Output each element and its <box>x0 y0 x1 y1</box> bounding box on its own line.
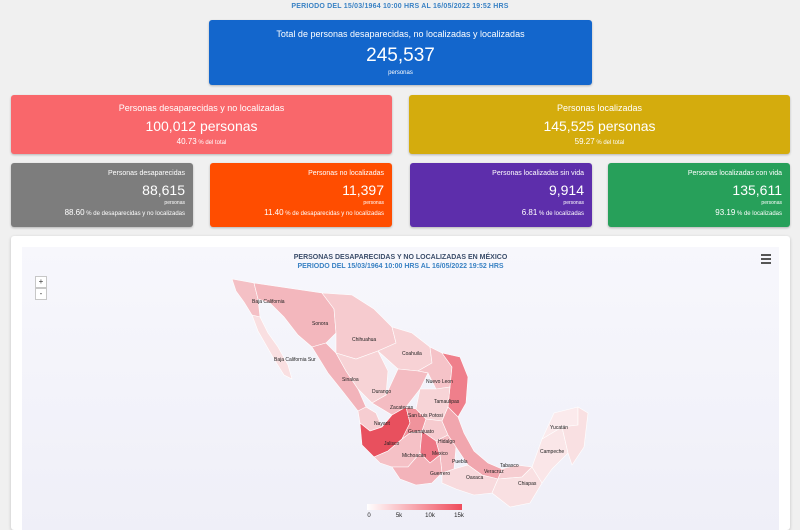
label-veracruz: Veracruz <box>484 469 504 475</box>
label-guanajuato: Guanajuato <box>408 429 434 435</box>
label-yucatan: Yucatán <box>550 425 568 431</box>
card-desaparecidas: Personas desaparecidas 88,615 personas 8… <box>11 163 193 227</box>
localizadas-title: Personas localizadas <box>556 103 643 113</box>
card-pct: 6.81 % de localizadas <box>521 208 584 217</box>
card-value: 9,914 <box>548 182 584 198</box>
card-unit: personas <box>563 200 584 206</box>
desaparecidas-value: 100,012 personas <box>145 118 258 134</box>
label-chiapas: Chiapas <box>518 481 537 487</box>
label-durango: Durango <box>372 389 391 395</box>
legend-label: 5k <box>395 513 403 519</box>
label-guerrero: Guerrero <box>430 471 450 477</box>
label-nuevo-leon: Nuevo Leon <box>426 379 453 385</box>
label-bcs: Baja California Sur <box>274 357 316 363</box>
label-chihuahua: Chihuahua <box>352 337 376 343</box>
state-guerrero <box>391 452 443 486</box>
label-zacatecas: Zacatecas <box>390 405 414 411</box>
total-unit: personas <box>388 70 413 76</box>
localizadas-value: 145,525 personas <box>543 118 656 134</box>
state-sinaloa <box>311 342 367 412</box>
label-puebla: Puebla <box>452 459 468 465</box>
desaparecidas-pct: 40.73 % del total <box>176 137 227 146</box>
label-baja-california: Baja California <box>252 299 285 305</box>
card-value: 11,397 <box>342 182 384 198</box>
legend-label: 10k <box>425 513 435 519</box>
label-hidalgo: Hidalgo <box>438 439 455 445</box>
period-header: PERIODO DEL 15/03/1964 10:00 HRS AL 16/0… <box>291 3 509 10</box>
map-title: PERSONAS DESAPARECIDAS Y NO LOCALIZADAS … <box>293 254 508 261</box>
label-oaxaca: Oaxaca <box>466 475 483 481</box>
hamburger-menu-icon[interactable] <box>761 254 771 264</box>
zoom-out-button[interactable]: - <box>35 288 47 300</box>
card-localizadas-con-vida: Personas localizadas con vida 135,611 pe… <box>608 163 790 227</box>
localizadas-card: Personas localizadas 145,525 personas 59… <box>409 95 790 154</box>
card-title: Personas no localizadas <box>308 170 384 177</box>
label-michoacan: Michoacán <box>402 453 426 459</box>
zoom-in-button[interactable]: + <box>35 276 47 288</box>
label-sonora: Sonora <box>312 321 328 327</box>
state-campeche <box>531 426 569 484</box>
map-container[interactable]: PERSONAS DESAPARECIDAS Y NO LOCALIZADAS … <box>22 247 779 530</box>
label-coahuila: Coahuila <box>402 351 422 357</box>
desaparecidas-title: Personas desaparecidas y no localizadas <box>118 103 285 113</box>
card-title: Personas desaparecidas <box>107 170 185 177</box>
map-subtitle: PERIODO DEL 15/03/1964 10:00 HRS AL 16/0… <box>297 263 504 270</box>
card-title: Personas localizadas con vida <box>687 170 782 177</box>
card-value: 135,611 <box>732 182 782 198</box>
label-sinaloa: Sinaloa <box>342 377 359 383</box>
card-pct: 11.40 % de desaparecidas y no localizada… <box>264 208 384 217</box>
card-pct: 88.60 % de desaparecidas y no localizada… <box>64 208 185 217</box>
card-pct: 93.19 % de localizadas <box>715 208 782 217</box>
total-title: Total de personas desaparecidas, no loca… <box>276 29 525 39</box>
label-slp: San Luis Potosi <box>408 413 443 419</box>
legend-label: 0 <box>367 513 371 519</box>
color-scale-bar <box>367 504 462 510</box>
card-value: 88,615 <box>142 182 185 198</box>
mexico-map[interactable]: Baja California Sonora Chihuahua Baja Ca… <box>22 247 779 530</box>
card-unit: personas <box>164 200 185 206</box>
desaparecidas-card: Personas desaparecidas y no localizadas … <box>11 95 392 154</box>
localizadas-pct: 59.27 % del total <box>574 137 625 146</box>
card-unit: personas <box>363 200 384 206</box>
card-unit: personas <box>761 200 782 206</box>
state-quintana-roo <box>561 406 589 466</box>
label-tabasco: Tabasco <box>500 463 519 469</box>
state-bcs <box>251 314 293 380</box>
card-localizadas-sin-vida: Personas localizadas sin vida 9,914 pers… <box>410 163 592 227</box>
label-mexico: Mexico <box>432 451 448 457</box>
total-card: Total de personas desaparecidas, no loca… <box>209 20 592 85</box>
card-title: Personas localizadas sin vida <box>492 170 584 177</box>
label-campeche: Campeche <box>540 449 564 455</box>
label-jalisco: Jalisco <box>384 441 400 447</box>
total-value: 245,537 <box>366 45 435 66</box>
label-nayarit: Nayarit <box>374 421 390 427</box>
map-panel: PERSONAS DESAPARECIDAS Y NO LOCALIZADAS … <box>11 236 790 530</box>
legend-label: 15k <box>454 513 464 519</box>
label-tamaulipas: Tamaulipas <box>434 399 460 405</box>
card-no-localizadas: Personas no localizadas 11,397 personas … <box>210 163 392 227</box>
